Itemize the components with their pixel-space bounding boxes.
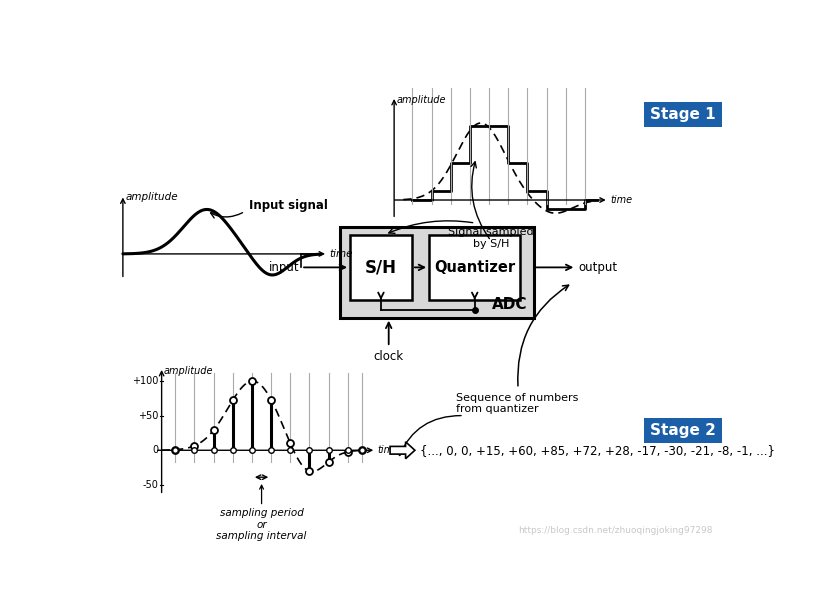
Text: sampling period
or
sampling interval: sampling period or sampling interval: [216, 508, 306, 541]
Text: -50: -50: [142, 480, 158, 490]
Text: Stage 1: Stage 1: [649, 107, 715, 122]
Text: +50: +50: [138, 410, 158, 421]
Text: time: time: [377, 445, 399, 455]
Text: Sequence of numbers
from quantizer: Sequence of numbers from quantizer: [456, 393, 578, 414]
Text: amplitude: amplitude: [164, 365, 213, 376]
Text: time: time: [329, 249, 352, 259]
Text: amplitude: amplitude: [396, 95, 446, 105]
Text: output: output: [578, 261, 617, 274]
Bar: [428, 235, 520, 300]
Text: Quantizer: Quantizer: [433, 260, 514, 275]
Text: ADC: ADC: [491, 297, 527, 312]
Text: {..., 0, 0, +15, +60, +85, +72, +28, -17, -30, -21, -8, -1, ...}: {..., 0, 0, +15, +60, +85, +72, +28, -17…: [419, 444, 773, 457]
Text: Signal sampled
by S/H: Signal sampled by S/H: [447, 227, 533, 249]
Text: S/H: S/H: [365, 258, 396, 277]
Bar: [350, 235, 412, 300]
Text: Stage 2: Stage 2: [649, 423, 715, 438]
Text: https://blog.csdn.net/zhuoqingjoking97298: https://blog.csdn.net/zhuoqingjoking9729…: [517, 526, 711, 535]
Bar: [643, 102, 721, 127]
Text: 0: 0: [152, 445, 158, 455]
Polygon shape: [390, 442, 414, 458]
Bar: [339, 227, 533, 318]
Bar: [643, 418, 721, 443]
Text: amplitude: amplitude: [125, 192, 178, 202]
Text: clock: clock: [373, 350, 404, 363]
Text: time: time: [609, 195, 632, 205]
Text: Input signal: Input signal: [249, 199, 327, 212]
Text: input: input: [269, 261, 299, 274]
Text: +100: +100: [132, 376, 158, 386]
